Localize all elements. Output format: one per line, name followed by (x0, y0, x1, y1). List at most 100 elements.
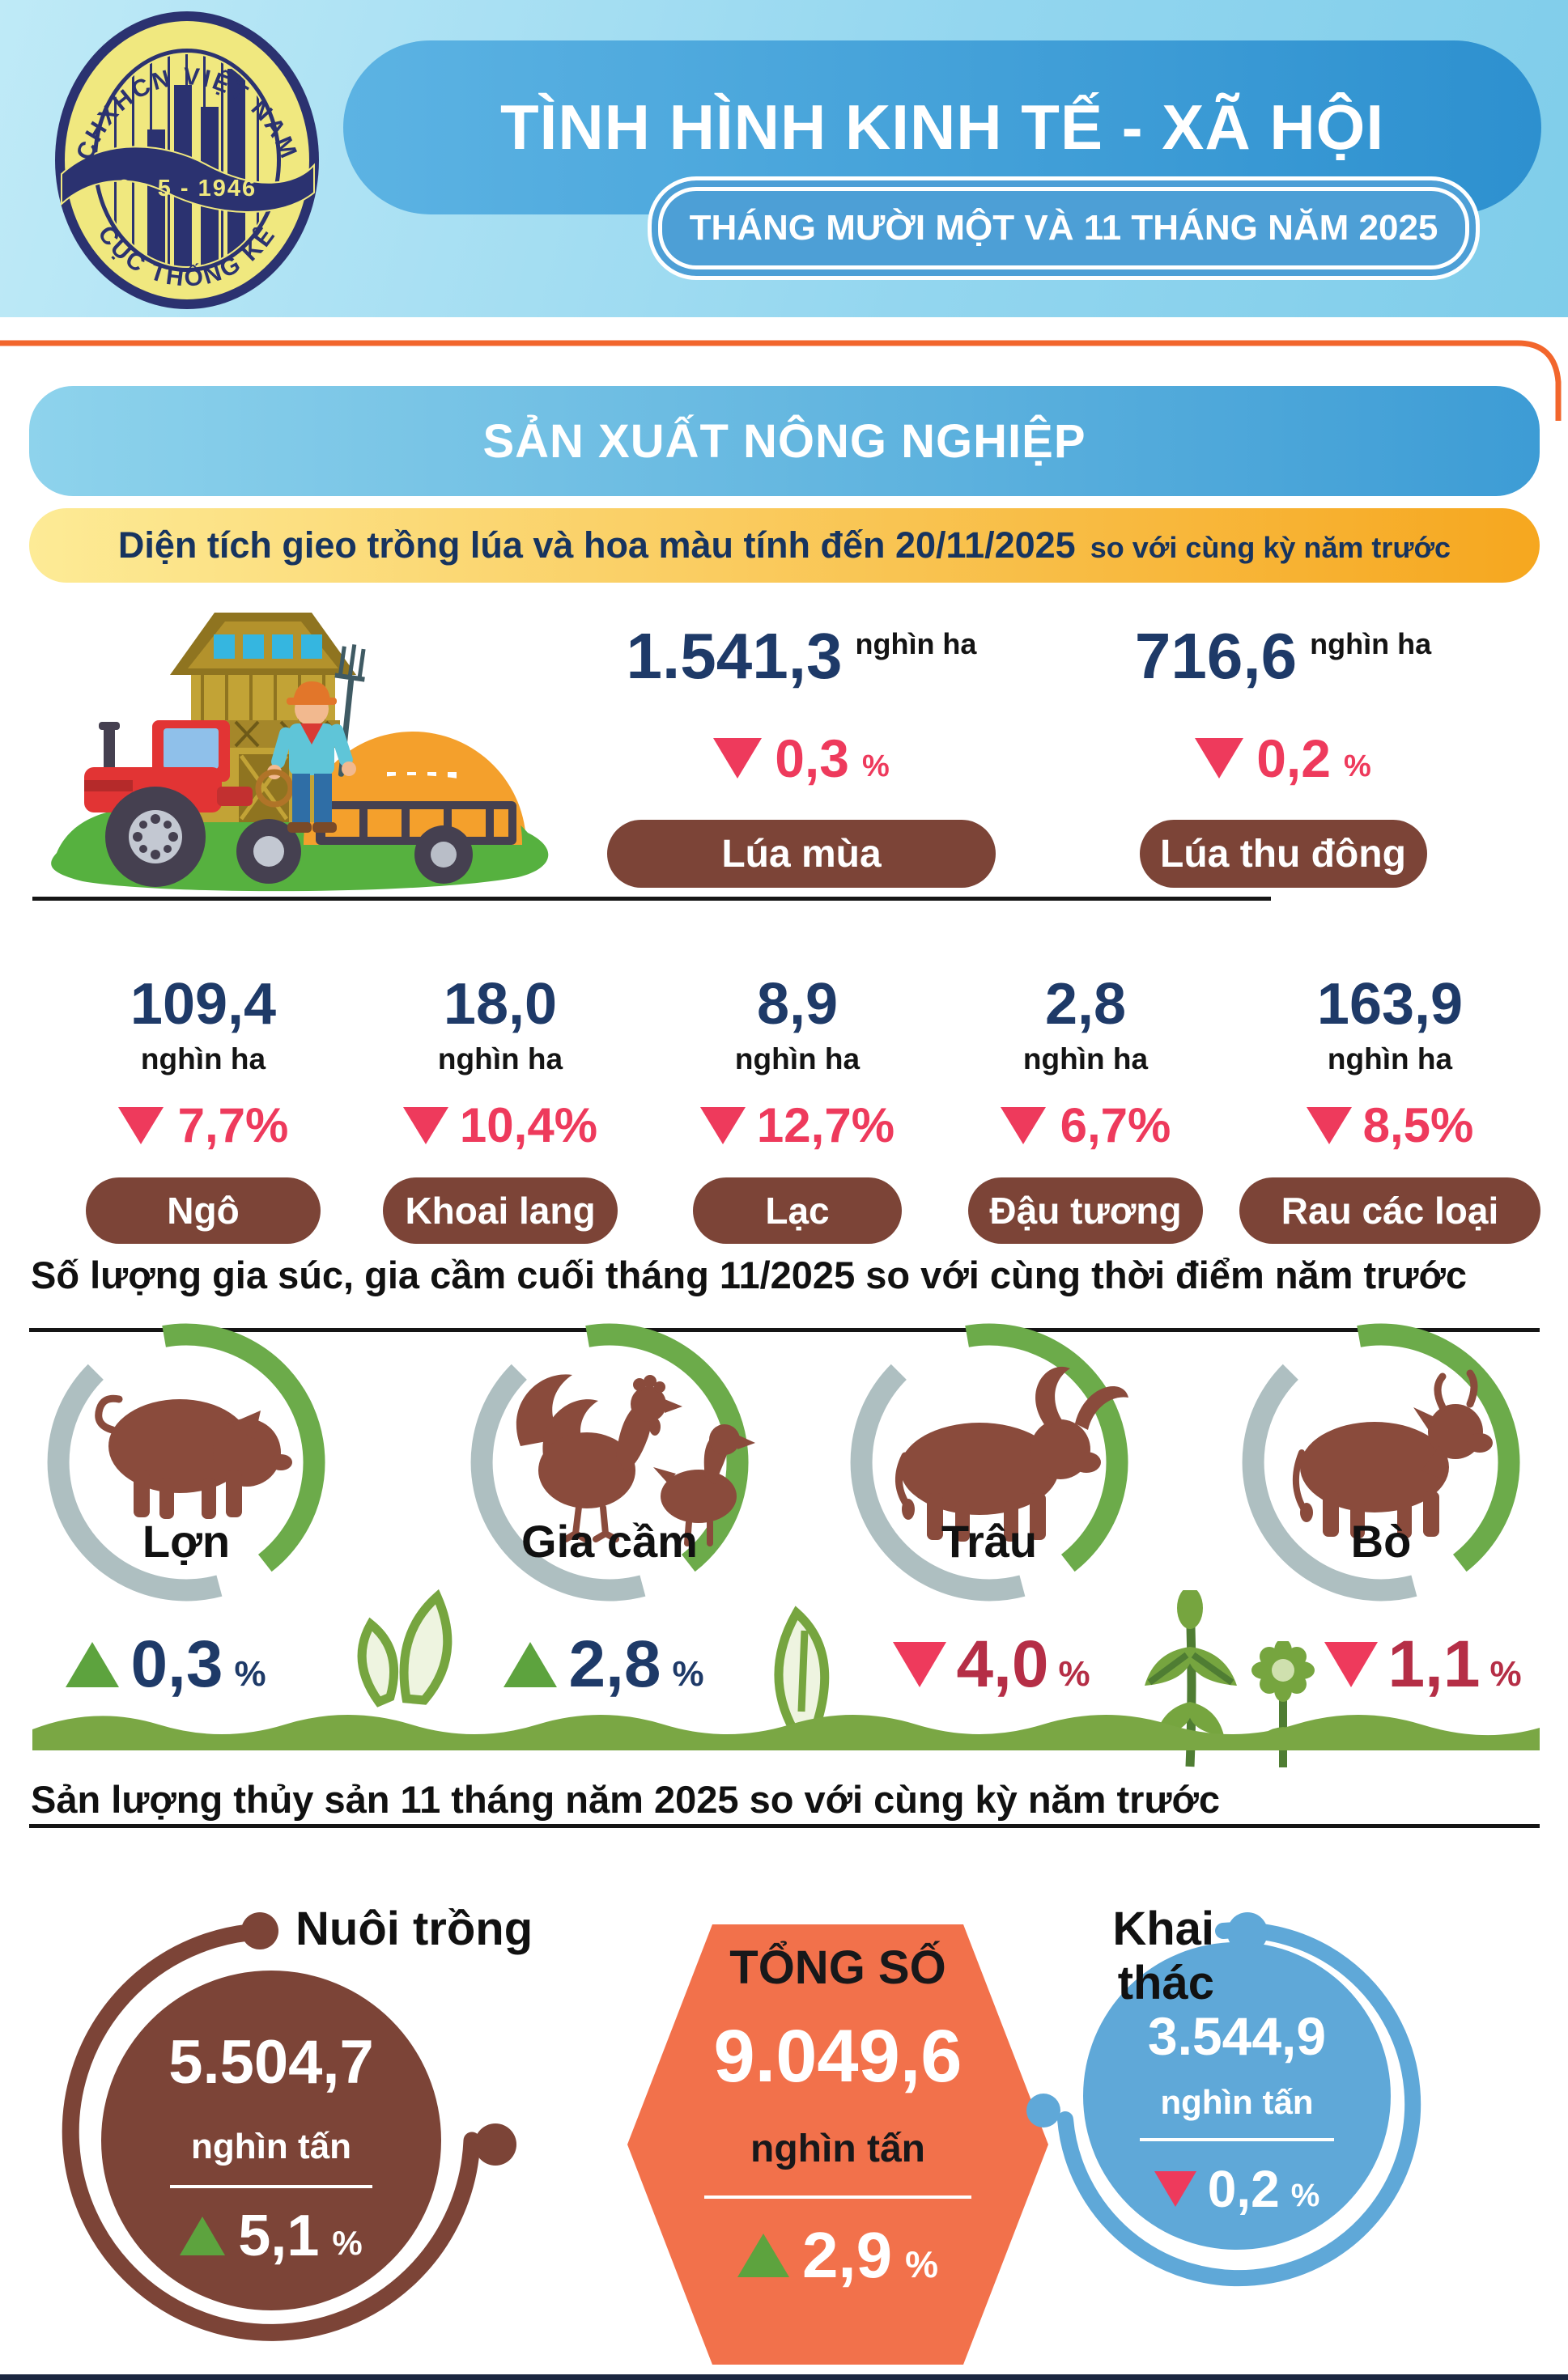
lua-mua-change: 0,3 (775, 728, 849, 788)
poultry-label: Gia cầm (521, 1516, 698, 1567)
livestock-circle-cow (1242, 1323, 1520, 1602)
khoai-lang-value: 18,0 (443, 972, 558, 1037)
cow-label: Bò (1350, 1516, 1412, 1567)
down-triangle-icon (117, 1106, 164, 1144)
page-title: TÌNH HÌNH KINH TẾ - XÃ HỘI (500, 91, 1384, 163)
percent-sign: % (1343, 749, 1371, 783)
cow-change-row: 1,1 % (1261, 1627, 1568, 1703)
stat-lua-thu-dong: 716,6 nghìn ha 0,2 % Lúa thu đông (1129, 619, 1437, 888)
ngo-unit: nghìn ha (140, 1042, 266, 1075)
lua-mua-value: 1.541,3 (626, 620, 843, 692)
rau-label: Rau các loại (1281, 1190, 1499, 1232)
planting-banner-title: Diện tích gieo trồng lúa và hoa màu tính… (117, 524, 1076, 566)
aquaculture-unit: nghìn tấn (191, 2127, 351, 2166)
aquaculture-link-dot (474, 2123, 516, 2166)
aquaculture-value: 5.504,7 (168, 2028, 374, 2097)
stat-lac: 8,9 nghìn ha 12,7% Lạc (660, 971, 935, 1244)
down-triangle-icon (1154, 2171, 1196, 2207)
livestock-circle-poultry (470, 1323, 755, 1602)
rau-pill: Rau các loại (1239, 1177, 1540, 1244)
leaf-icon (774, 1606, 830, 1734)
lua-mua-unit: nghìn ha (855, 627, 977, 660)
buffalo-label: Trâu (941, 1516, 1038, 1567)
percent-sign: % (905, 2243, 939, 2285)
rau-unit: nghìn ha (1327, 1042, 1453, 1075)
divider-line (704, 2195, 971, 2199)
lac-label: Lạc (765, 1190, 830, 1232)
down-triangle-icon (1195, 738, 1244, 778)
livestock-circle-buffalo (850, 1323, 1128, 1602)
statistics-office-logo-icon: CHXHCN VIỆT NAM CỤC THỐNG KÊ 6 - 5 - 194… (55, 11, 319, 309)
lua-thu-dong-change: 0,2 (1256, 728, 1331, 788)
orange-frame-line (0, 340, 1562, 421)
percent-sign: % (672, 1654, 704, 1694)
percent-sign: % (234, 1654, 266, 1694)
pig-change-row: 0,3 % (4, 1627, 328, 1703)
up-triangle-icon (180, 2217, 226, 2255)
aquaculture-dot (241, 1912, 278, 1949)
percent-sign: % (861, 749, 890, 783)
down-triangle-icon (402, 1106, 448, 1144)
pig-icon (95, 1394, 292, 1519)
section-banner-agriculture: SẢN XUẤT NÔNG NGHIỆP (29, 386, 1540, 496)
capture-label: Khai thác (1112, 1903, 1214, 2009)
total-value: 9.049,6 (713, 2015, 962, 2098)
lua-thu-dong-label: Lúa thu đông (1160, 832, 1406, 876)
farm-illustration (51, 613, 549, 892)
separator-line (32, 897, 1271, 901)
aquaculture-change: 5,1 (238, 2204, 320, 2268)
section-banner-label: SẢN XUẤT NÔNG NGHIỆP (482, 414, 1086, 468)
total-label: TỔNG SỐ (729, 1941, 946, 1994)
total-unit: nghìn tấn (750, 2128, 925, 2170)
dau-tuong-unit: nghìn ha (1022, 1042, 1149, 1075)
down-triangle-icon (713, 738, 763, 778)
down-triangle-icon (1000, 1106, 1046, 1144)
poultry-icon (516, 1374, 755, 1546)
lua-mua-label: Lúa mùa (721, 832, 882, 876)
lac-change: 12,7% (756, 1098, 895, 1152)
buffalo-icon (894, 1366, 1128, 1542)
up-triangle-icon (66, 1642, 120, 1687)
ngo-label: Ngô (167, 1190, 240, 1232)
dau-tuong-change: 6,7% (1060, 1098, 1171, 1152)
divider-line (1140, 2138, 1334, 2141)
down-triangle-icon (1324, 1642, 1379, 1687)
period-subtitle-box: THÁNG MƯỜI MỘT VÀ 11 THÁNG NĂM 2025 (648, 176, 1480, 280)
capture-stats: 3.544,9 nghìn tấn 0,2 % (1075, 2005, 1399, 2219)
stat-ngo: 109,4 nghìn ha 7,7% Ngô (66, 971, 341, 1244)
poultry-change-row: 2,8 % (442, 1627, 766, 1703)
buffalo-change-row: 4,0 % (830, 1627, 1154, 1703)
total-hexagon (627, 1924, 1048, 2365)
rau-value: 163,9 (1316, 972, 1464, 1037)
percent-sign: % (1058, 1654, 1090, 1694)
lua-thu-dong-pill: Lúa thu đông (1139, 820, 1427, 888)
khoai-lang-pill: Khoai lang (383, 1177, 618, 1244)
up-triangle-icon (504, 1642, 558, 1687)
up-triangle-icon (737, 2234, 789, 2277)
tractor (84, 720, 301, 887)
stat-lua-mua: 1.541,3 nghìn ha 0,3 % Lúa mùa (607, 619, 996, 888)
farmer (255, 644, 366, 833)
capture-change: 0,2 (1207, 2160, 1280, 2218)
down-triangle-icon (1306, 1106, 1352, 1144)
stat-khoai-lang: 18,0 nghìn ha 10,4% Khoai lang (363, 971, 638, 1244)
divider-line (170, 2185, 372, 2188)
khoai-lang-change: 10,4% (459, 1098, 598, 1152)
cow-change: 1,1 (1387, 1627, 1481, 1701)
separator-line (29, 1328, 1540, 1332)
logo-swoosh (61, 146, 315, 213)
down-triangle-icon (699, 1106, 746, 1144)
rau-change: 8,5% (1362, 1098, 1474, 1152)
ngo-change: 7,7% (177, 1098, 289, 1152)
aquaculture-label: Nuôi trồng (295, 1903, 533, 1955)
leaf-pair-icon (357, 1589, 453, 1708)
aquaculture-ring (62, 1924, 481, 2341)
total-stats: TỔNG SỐ 9.049,6 nghìn tấn 2,9 % (676, 1941, 1000, 2293)
percent-sign: % (1489, 1654, 1522, 1694)
stat-dau-tuong: 2,8 nghìn ha 6,7% Đậu tương (948, 971, 1223, 1244)
percent-sign: % (1290, 2178, 1320, 2213)
capture-link-dot (1026, 2094, 1060, 2128)
aquaculture-stats: 5.504,7 nghìn tấn 5,1 % (109, 2027, 433, 2269)
dau-tuong-label: Đậu tương (989, 1190, 1182, 1232)
